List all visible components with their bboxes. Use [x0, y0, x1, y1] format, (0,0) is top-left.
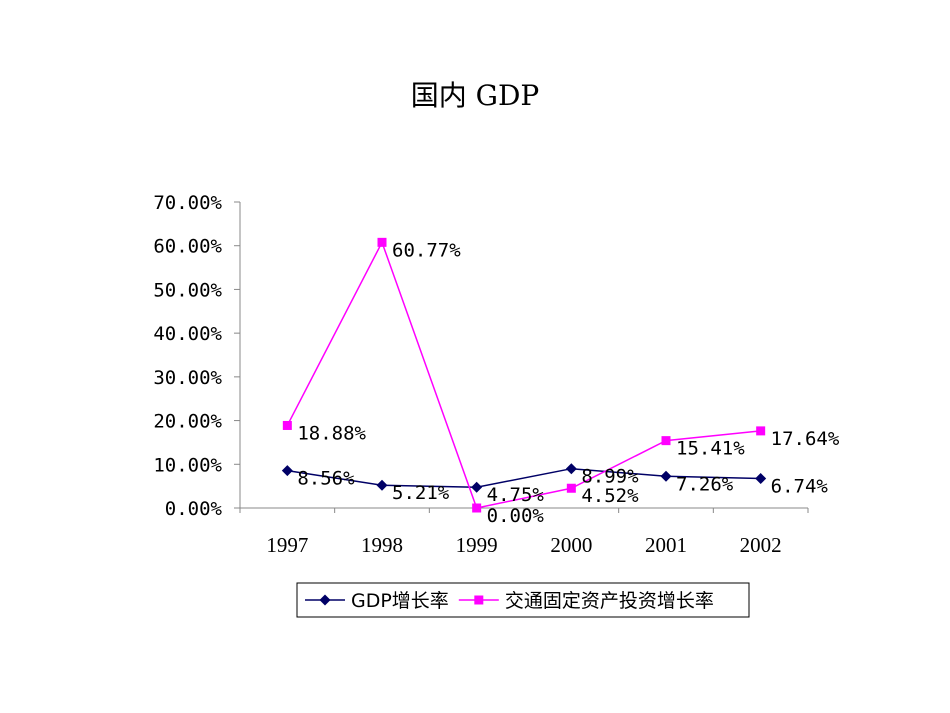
data-label: 8.99%	[581, 466, 639, 488]
data-label: 17.64%	[771, 428, 840, 450]
x-tick-label: 1998	[361, 533, 403, 557]
y-tick-label: 30.00%	[153, 367, 222, 389]
square-marker	[282, 420, 292, 430]
square-marker	[756, 426, 766, 436]
data-labels: 8.56% 5.21% 4.75% 8.99% 7.26% 6.74% 18.88% 60.7…	[297, 239, 840, 527]
y-tick-label: 20.00%	[153, 411, 222, 433]
x-axis-ticks: 1997 1998 1999 2000 2001 2002	[239, 508, 809, 557]
series-line	[286, 240, 761, 509]
diamond-marker	[565, 463, 577, 475]
y-tick-label: 70.00%	[153, 192, 222, 214]
square-marker	[566, 483, 576, 493]
data-label: 15.41%	[676, 438, 745, 460]
y-tick-label: 0.00%	[165, 498, 223, 520]
data-label: 8.56%	[297, 468, 355, 490]
x-tick-label: 2000	[550, 533, 592, 557]
square-marker	[377, 237, 387, 247]
chart-legend: GDP增长率 交通固定资产投资增长率	[296, 582, 750, 618]
diamond-marker	[660, 470, 672, 482]
diamond-marker	[376, 479, 388, 491]
x-tick-label: 2001	[645, 533, 687, 557]
chart-title: 国内 GDP	[410, 79, 540, 112]
chart-axes	[239, 202, 808, 509]
chart-series	[281, 237, 767, 513]
legend-label: GDP增长率	[351, 590, 449, 612]
y-tick-label: 60.00%	[153, 236, 222, 258]
diamond-marker	[471, 481, 483, 493]
y-tick-label: 50.00%	[153, 279, 222, 301]
data-label: 7.26%	[676, 473, 734, 495]
x-tick-label: 1999	[456, 533, 498, 557]
x-tick-label: 2002	[740, 533, 782, 557]
data-label: 6.74%	[771, 476, 829, 498]
square-marker	[661, 436, 671, 446]
legend-label: 交通固定资产投资增长率	[505, 590, 714, 612]
series-2	[282, 237, 766, 513]
data-label: 18.88%	[297, 422, 366, 444]
y-axis-ticks: 0.00% 10.00% 20.00% 30.00% 40.00% 50.00% 60.00…	[153, 192, 240, 520]
legend-box	[296, 582, 750, 618]
data-label: 4.52%	[581, 485, 639, 507]
data-label: 60.77%	[392, 239, 461, 261]
square-marker	[474, 595, 484, 605]
data-label: 0.00%	[487, 505, 545, 527]
x-tick-label: 1997	[266, 533, 308, 557]
data-label: 5.21%	[392, 482, 450, 504]
legend-item-2: 交通固定资产投资增长率	[458, 590, 714, 612]
diamond-marker	[319, 594, 331, 606]
y-tick-label: 40.00%	[153, 323, 222, 345]
diamond-marker	[755, 473, 767, 485]
series-1	[281, 463, 767, 493]
y-tick-label: 10.00%	[153, 454, 222, 476]
legend-item-1: GDP增长率	[305, 590, 449, 612]
square-marker	[472, 503, 482, 513]
diamond-marker	[281, 465, 293, 477]
data-label: 4.75%	[487, 484, 545, 506]
series-line	[287, 467, 761, 488]
